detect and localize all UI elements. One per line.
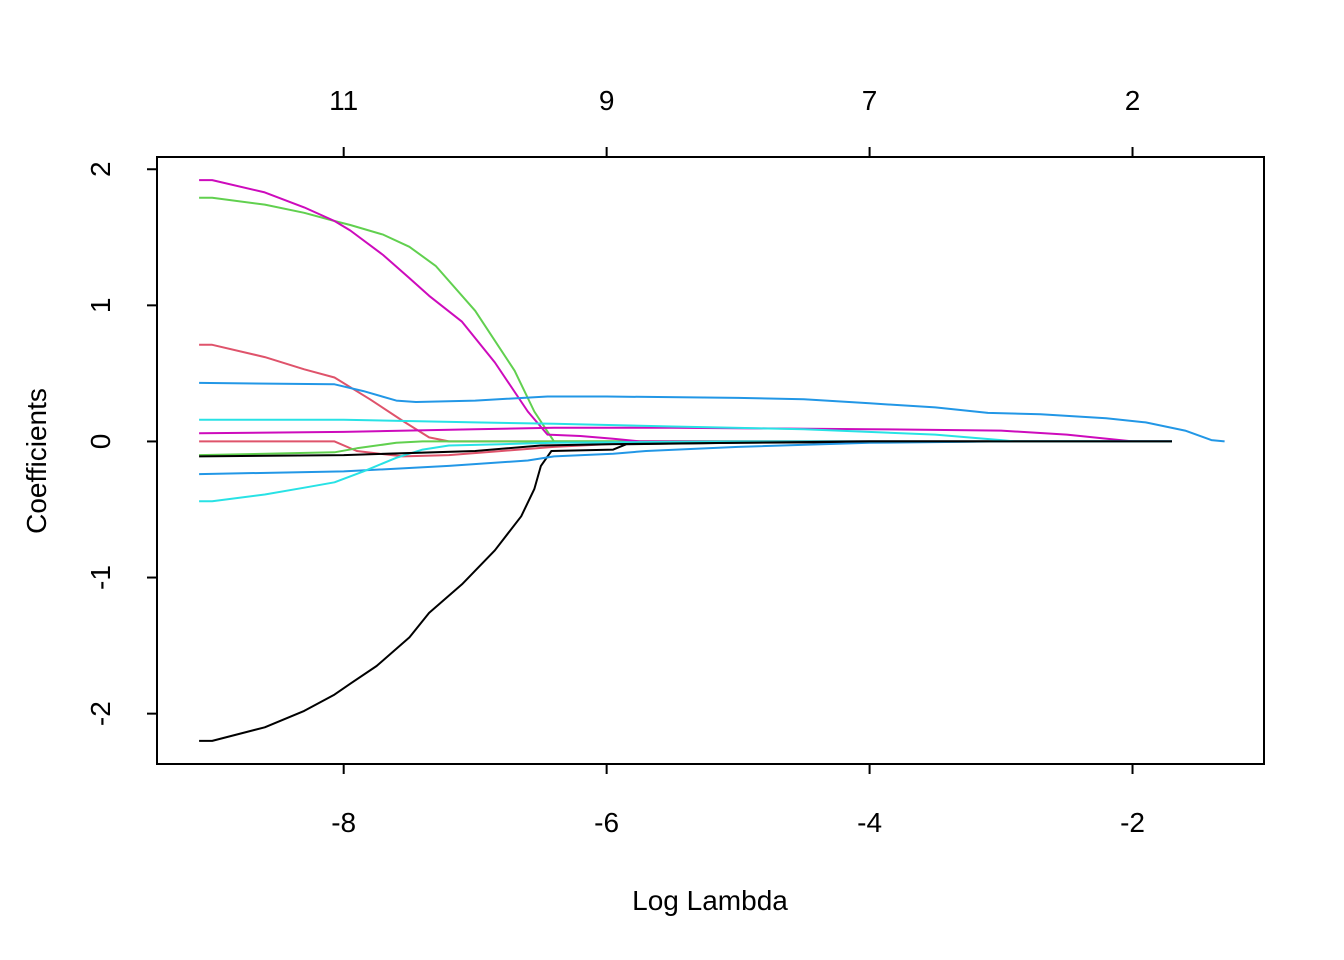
series-line-4 bbox=[199, 196, 1172, 443]
series-line-11 bbox=[199, 418, 1172, 443]
series-line-6 bbox=[199, 179, 1172, 443]
y-tick-label: -2 bbox=[85, 701, 116, 726]
y-tick-label: 2 bbox=[85, 161, 116, 177]
x-tick-label: -6 bbox=[594, 807, 619, 838]
y-tick-label: 1 bbox=[85, 298, 116, 314]
y-axis-label: Coefficients bbox=[21, 388, 52, 534]
top-tick-label: 11 bbox=[329, 85, 358, 116]
y-tick-label: 0 bbox=[85, 434, 116, 450]
series-line-1 bbox=[199, 440, 1172, 742]
y-tick-label: -1 bbox=[85, 565, 116, 590]
top-tick-label: 2 bbox=[1125, 85, 1141, 116]
axis-layer: -8 -6 -4 -2 11 9 7 2 -2 -1 0 1 2 bbox=[85, 85, 1145, 838]
series-line-12 bbox=[199, 440, 1172, 458]
series-line-7 bbox=[199, 426, 1172, 443]
top-tick-label: 9 bbox=[599, 85, 615, 116]
series-line-8 bbox=[199, 381, 1225, 443]
series-line-10 bbox=[199, 440, 1172, 503]
plot-frame bbox=[156, 156, 1265, 765]
x-tick-label: -2 bbox=[1120, 807, 1145, 838]
x-tick-label: -8 bbox=[331, 807, 356, 838]
top-tick-label: 7 bbox=[862, 85, 878, 116]
series-layer bbox=[199, 179, 1225, 742]
x-tick-label: -4 bbox=[857, 807, 882, 838]
x-axis-label: Log Lambda bbox=[632, 885, 788, 916]
